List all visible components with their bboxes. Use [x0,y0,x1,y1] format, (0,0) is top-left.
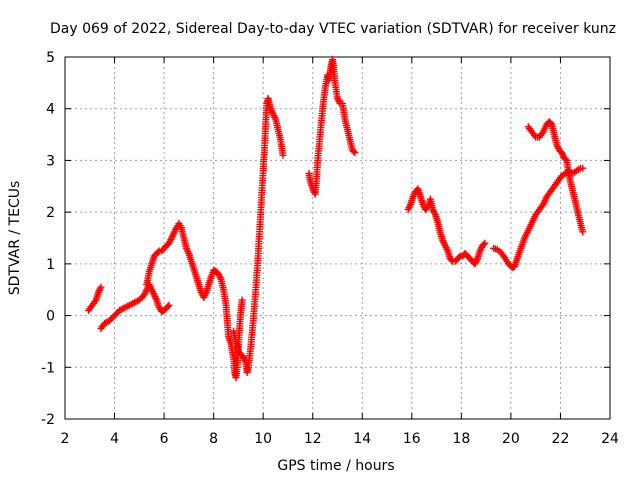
plot-frame [64,56,611,420]
data-point [111,312,119,320]
x-tick-label: 18 [452,431,470,447]
data-point [164,303,172,311]
y-tick-label: 4 [46,102,55,118]
x-tick-label: 2 [61,431,70,447]
y-axis-tick-labels: -2 -1 0 1 2 3 4 5 [41,50,55,428]
data-point [351,149,359,157]
y-tick-label: -2 [41,412,55,428]
x-axis-label: GPS time / hours [277,458,394,474]
x-tick-label: 20 [502,431,520,447]
axis-ticks [64,56,611,420]
x-axis-tick-labels: 2 4 6 8 10 12 14 16 18 20 22 24 [61,431,619,447]
data-point [561,155,569,163]
data-point [480,240,488,248]
data-points [85,56,587,382]
x-tick-label: 8 [209,431,218,447]
x-tick-label: 4 [110,431,119,447]
y-tick-label: 3 [46,153,55,169]
x-tick-label: 10 [254,431,272,447]
data-point [481,239,489,247]
data-point [154,248,162,256]
data-point [97,283,105,291]
data-point [579,228,587,236]
data-point [334,96,342,104]
x-tick-label: 22 [552,431,570,447]
x-tick-label: 14 [353,431,371,447]
y-tick-label: 5 [46,50,55,66]
data-point [350,147,358,155]
data-point [238,296,246,304]
y-axis-label: SDTVAR / TECUs [7,181,23,296]
x-tick-label: 24 [601,431,619,447]
y-tick-label: 0 [46,309,55,325]
chart-title: Day 069 of 2022, Sidereal Day-to-day VTE… [50,21,616,37]
y-tick-label: 1 [46,257,55,273]
data-point [165,301,173,309]
data-point [109,313,117,321]
x-tick-label: 6 [160,431,169,447]
data-point [455,253,463,261]
data-point [279,151,287,159]
y-tick-label: -1 [41,360,55,376]
grid [65,57,610,419]
y-tick-label: 2 [46,205,55,221]
x-tick-label: 12 [304,431,322,447]
data-point [579,164,587,172]
x-tick-label: 16 [403,431,421,447]
data-point [112,310,120,318]
